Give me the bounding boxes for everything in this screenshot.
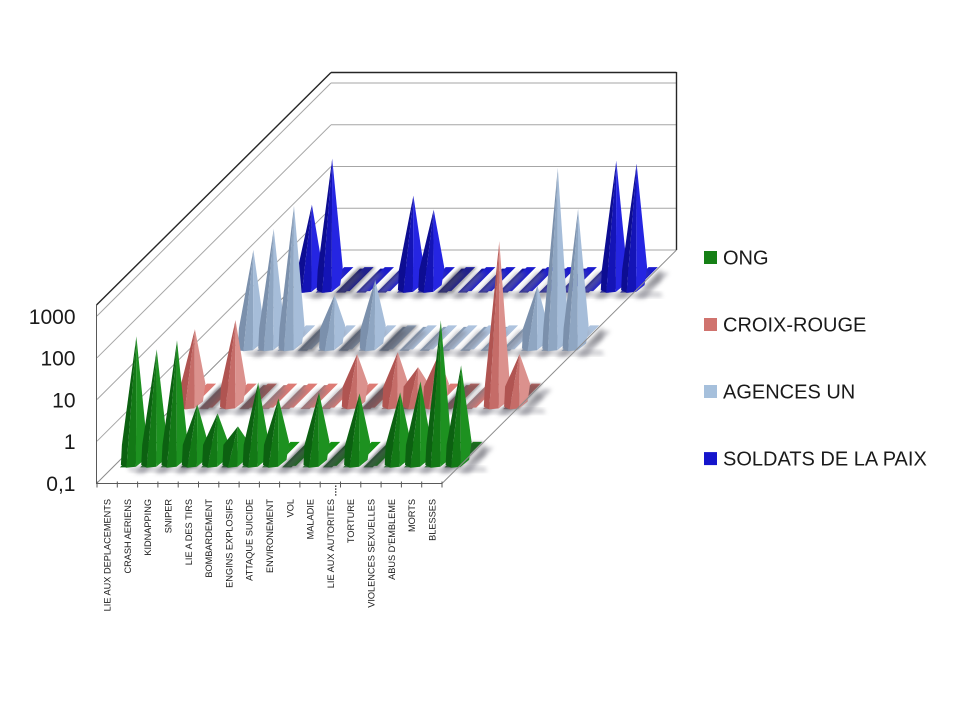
svg-text:SOLDATS DE LA PAIX: SOLDATS DE LA PAIX <box>723 449 927 471</box>
svg-text:VOL: VOL <box>285 499 295 517</box>
svg-text:BLESSES: BLESSES <box>427 499 437 541</box>
svg-text:0,1: 0,1 <box>46 473 75 496</box>
svg-text:1: 1 <box>64 431 76 454</box>
svg-text:LIE AUX DEPLACEMENTS: LIE AUX DEPLACEMENTS <box>103 499 113 611</box>
svg-text:LIE AUX AUTORITES: LIE AUX AUTORITES <box>326 499 336 588</box>
svg-text:ENVIRONEMENT: ENVIRONEMENT <box>265 499 275 573</box>
svg-text:VIOLENCES SEXUELLES: VIOLENCES SEXUELLES <box>367 499 377 608</box>
svg-text:MALADIE: MALADIE <box>306 499 316 539</box>
svg-text:ENGINS EXPLOSIFS: ENGINS EXPLOSIFS <box>224 499 234 588</box>
svg-text:100: 100 <box>40 348 75 371</box>
svg-text:1000: 1000 <box>29 306 76 329</box>
svg-text:BOMBARDEMENT: BOMBARDEMENT <box>204 499 214 578</box>
svg-text:KIDNAPPING: KIDNAPPING <box>143 499 153 556</box>
svg-text:ATTAQUE SUICIDE: ATTAQUE SUICIDE <box>245 499 255 581</box>
svg-text:LIE A DES TIRS: LIE A DES TIRS <box>184 499 194 565</box>
svg-text:CROIX-ROUGE: CROIX-ROUGE <box>723 315 866 337</box>
svg-text:ABUS D'EMBLEME: ABUS D'EMBLEME <box>387 499 397 580</box>
svg-text:AGENCES UN: AGENCES UN <box>723 382 855 404</box>
svg-text:MORTS: MORTS <box>407 499 417 532</box>
svg-text:ONG: ONG <box>723 248 769 270</box>
svg-text:CRASH AERIENS: CRASH AERIENS <box>123 499 133 574</box>
svg-text:10: 10 <box>52 389 75 412</box>
svg-text:SNIPER: SNIPER <box>164 499 174 534</box>
svg-text:TORTURE: TORTURE <box>346 499 356 543</box>
